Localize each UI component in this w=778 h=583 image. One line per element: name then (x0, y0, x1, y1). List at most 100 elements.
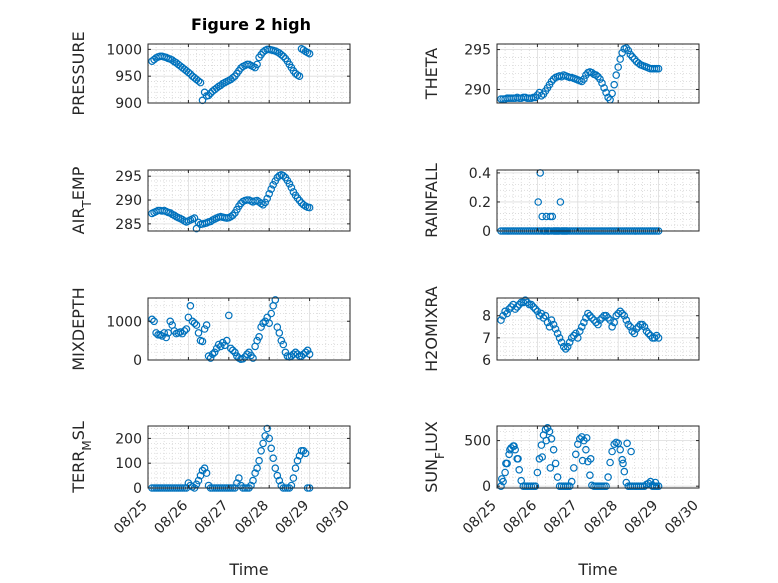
y-tick-label: 1000 (106, 314, 142, 330)
x-axis-label: Time (228, 560, 268, 579)
data-point (251, 469, 259, 477)
data-point (259, 439, 267, 448)
data-point (295, 72, 304, 81)
minor-grid (148, 170, 350, 231)
data-point (555, 334, 564, 342)
data-point (497, 475, 506, 483)
figure-title: Figure 2 high (191, 15, 311, 34)
data-point (546, 464, 555, 472)
data-point (261, 317, 270, 326)
data-point (259, 201, 267, 209)
data-point (618, 455, 627, 464)
data-point (651, 478, 660, 487)
data-point (190, 214, 199, 222)
data-point (594, 72, 602, 81)
y-axis-label: AIRTEMP (69, 166, 94, 234)
data-point (204, 352, 213, 360)
data-point (267, 185, 276, 193)
subplot-rainfall: 0 0.2 0.4 RAINFALL (422, 163, 700, 240)
data-point (196, 471, 205, 480)
y-tick-label: 290 (464, 82, 491, 98)
data-point (186, 70, 195, 78)
data-series (148, 44, 314, 105)
y-axis-label: TERRMSL (69, 421, 94, 494)
data-point (253, 336, 261, 345)
data-point (186, 301, 195, 310)
data-point (277, 336, 286, 345)
data-point (521, 296, 530, 305)
data-point (569, 331, 578, 340)
data-point (618, 309, 627, 318)
data-point (553, 329, 562, 338)
data-point (194, 77, 203, 85)
axes-box (496, 297, 700, 361)
tick-marks (496, 44, 700, 103)
data-point (162, 333, 171, 342)
tick-marks (496, 426, 700, 488)
axes-box (147, 297, 351, 361)
data-point (565, 482, 574, 491)
data-point (206, 89, 215, 98)
data-point (592, 318, 600, 327)
data-point (279, 340, 288, 349)
data-point (293, 194, 302, 202)
data-point (501, 468, 509, 477)
y-tick-label: 0 (133, 353, 142, 369)
data-point (575, 327, 584, 336)
data-point (291, 348, 300, 357)
data-point (271, 464, 280, 473)
data-point (200, 464, 209, 473)
y-tick-label: 295 (115, 169, 142, 185)
major-grid (497, 170, 699, 231)
y-axis-label: MIXDEPTH (69, 287, 88, 370)
data-point (152, 329, 160, 337)
data-point (227, 344, 235, 353)
data-point (620, 467, 629, 476)
y-tick-label: 6 (482, 353, 491, 369)
data-point (538, 453, 547, 461)
axes-box (496, 43, 700, 104)
data-point (275, 476, 284, 485)
axes-background (497, 170, 699, 231)
data-point (578, 456, 587, 465)
data-point (598, 482, 606, 491)
data-point (212, 344, 221, 353)
major-grid (497, 426, 699, 488)
data-point (626, 50, 635, 59)
data-point (619, 459, 627, 468)
axes-background (148, 44, 350, 103)
data-point (247, 481, 255, 490)
data-point (202, 469, 211, 477)
data-point (545, 427, 554, 436)
data-point (303, 346, 312, 355)
data-point (200, 325, 209, 333)
minor-grid (497, 170, 699, 231)
data-point (614, 63, 623, 71)
y-axis-label: SUNFLUX (422, 421, 447, 493)
y-axis-label: PRESSURE (69, 31, 88, 115)
axes-box (147, 425, 351, 489)
data-point (281, 348, 290, 357)
data-series (497, 44, 663, 104)
data-point (293, 456, 302, 465)
data-point (646, 477, 655, 486)
data-point (606, 316, 614, 324)
data-point (588, 68, 596, 77)
y-tick-label: 200 (115, 431, 142, 447)
data-point (515, 465, 524, 474)
data-point (616, 307, 625, 316)
data-point (600, 84, 608, 92)
data-point (527, 482, 536, 491)
data-point (556, 198, 565, 206)
y-tick-label: 500 (464, 434, 491, 450)
data-point (301, 348, 310, 357)
subplot-mixdepth: 0 1000 MIXDEPTH (69, 287, 351, 371)
major-grid (148, 426, 350, 488)
data-point (604, 314, 612, 322)
data-point (221, 341, 229, 350)
subplot-pressure: 900 950 1000 PRESSURE (69, 31, 351, 116)
data-point (630, 55, 639, 63)
data-point (534, 198, 543, 206)
data-point (573, 334, 582, 342)
axes-box (496, 169, 700, 232)
